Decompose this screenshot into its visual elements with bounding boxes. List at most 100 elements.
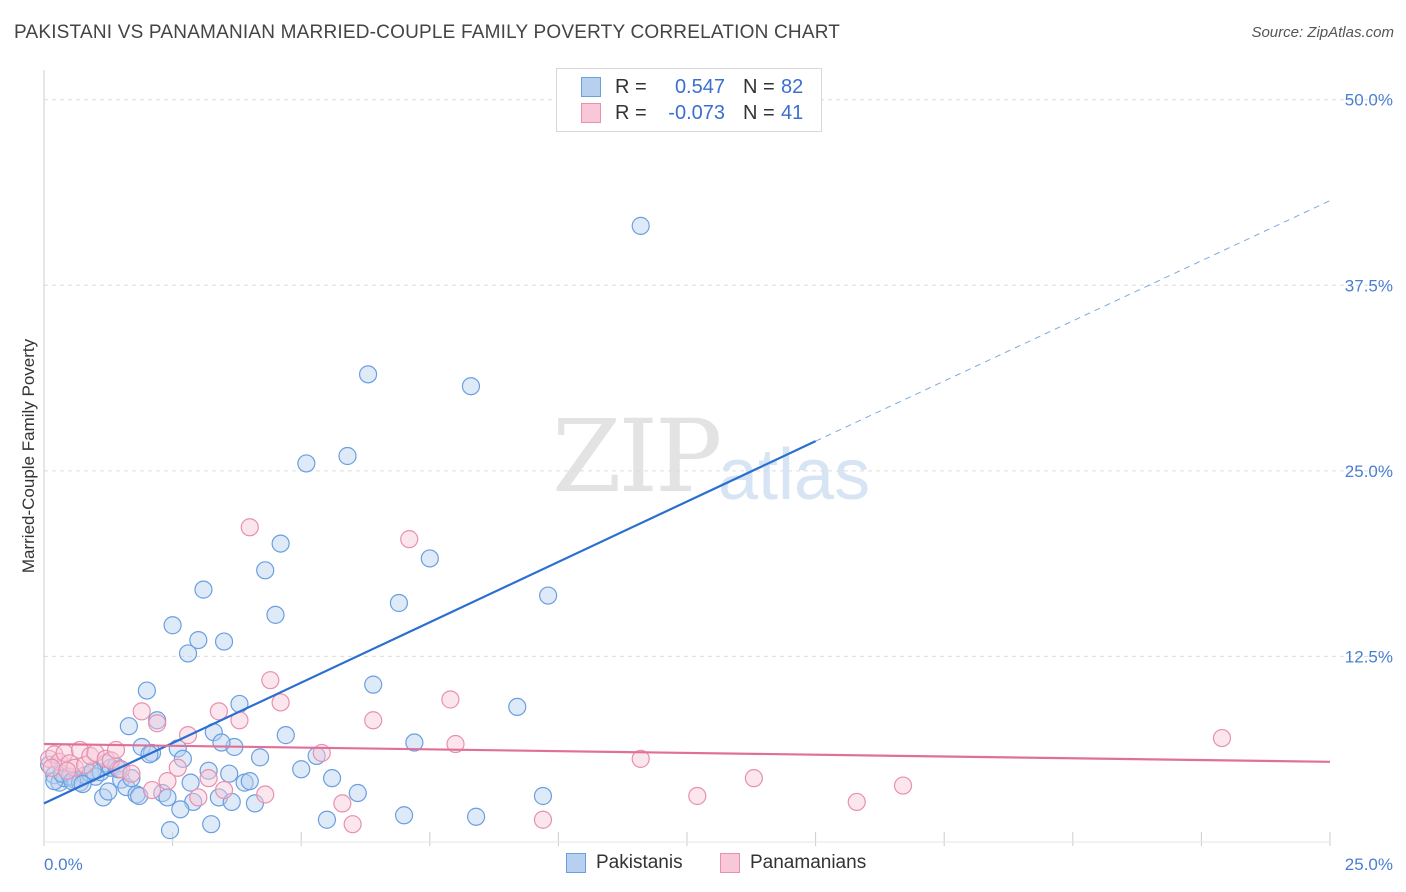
pakistani-point: [45, 772, 64, 791]
x-tick-label: 25.0%: [1345, 855, 1393, 874]
pakistani-point: [348, 783, 367, 803]
pakistani-trend-line: [43, 440, 817, 805]
panamanian-point: [343, 815, 362, 834]
panamanian-point: [333, 794, 352, 813]
panamanian-trend-line: [43, 742, 1331, 763]
pakistani-point: [94, 788, 113, 807]
pakistani-point: [181, 773, 200, 792]
stats-legend: R = 0.547 N = 82 R = -0.073 N = 41: [556, 68, 822, 132]
pakistani-point: [178, 644, 198, 663]
legend-label-panamanians: Panamanians: [750, 852, 867, 873]
panamanian-point: [744, 769, 763, 788]
pakistani-point: [173, 749, 192, 768]
panamanian-point: [533, 810, 553, 829]
panamanian-point: [199, 769, 218, 788]
pakistani-point: [297, 454, 316, 473]
pakistani-point: [202, 815, 221, 834]
pakistani-point: [250, 748, 270, 767]
panamanian-point: [256, 785, 275, 804]
pakistani-point: [338, 446, 357, 466]
panamanian-point: [81, 746, 100, 765]
pakistani-point: [271, 534, 290, 553]
y-tick-label: 25.0%: [1345, 462, 1393, 481]
y-tick-label: 50.0%: [1345, 91, 1393, 110]
series-legend: Pakistanis Panamanians: [0, 852, 1406, 876]
panamanian-point: [142, 780, 162, 800]
pakistani-point: [132, 737, 151, 757]
pakistani-point: [394, 806, 414, 825]
pakistani-point: [99, 782, 118, 801]
legend-n-label: N =: [743, 75, 775, 98]
pakistani-point: [466, 807, 486, 826]
legend-row-panamanians: R = -0.073 N = 41: [581, 100, 803, 126]
pakistani-point: [317, 810, 337, 829]
panamanian-point: [42, 758, 61, 777]
legend-swatch-panamanians: [581, 103, 601, 123]
legend-label-pakistanis: Pakistanis: [596, 852, 683, 873]
y-axis-label: Married-Couple Family Poverty: [19, 338, 38, 573]
panamanian-point: [364, 711, 383, 730]
panamanian-point: [148, 714, 167, 733]
pakistani-point: [322, 769, 342, 788]
watermark-zip: ZIP: [552, 398, 722, 515]
pakistani-point: [420, 549, 439, 568]
legend-n-value: 82: [781, 75, 804, 98]
pakistani-point: [160, 821, 180, 840]
y-tick-label: 12.5%: [1345, 647, 1393, 666]
panamanian-point: [446, 734, 465, 754]
pakistani-point: [119, 717, 138, 736]
y-tick-label: 37.5%: [1345, 276, 1393, 295]
panamanian-point: [214, 780, 234, 800]
panamanian-point: [847, 792, 866, 812]
legend-swatch-pakistanis: [581, 77, 601, 97]
source-label: Source: ZipAtlas.com: [1251, 24, 1394, 41]
pakistani-point: [240, 772, 259, 791]
pakistani-point: [405, 733, 424, 752]
pakistani-point: [214, 632, 234, 651]
pakistani-point: [276, 726, 295, 745]
panamanian-point: [132, 702, 151, 721]
pakistani-trend-extension: [815, 200, 1331, 442]
legend-r-value: 0.547: [674, 75, 725, 98]
legend-r-label: R =: [615, 101, 647, 124]
pakistani-point: [256, 561, 275, 580]
legend-r-label: R =: [615, 75, 647, 98]
pakistani-point: [292, 760, 311, 779]
legend-item-panamanians[interactable]: Panamanians: [720, 852, 866, 874]
panamanian-point: [76, 755, 95, 774]
pakistani-point: [539, 586, 558, 605]
pakistani-point: [171, 800, 190, 819]
pakistani-point: [358, 365, 378, 384]
panamanian-point: [122, 764, 141, 783]
pakistani-point: [389, 593, 409, 613]
pakistani-point: [508, 697, 527, 717]
pakistani-point: [40, 755, 59, 774]
pakistani-point: [220, 764, 239, 783]
pakistani-point: [631, 216, 650, 235]
legend-swatch-panamanians: [720, 853, 740, 873]
panamanian-point: [631, 749, 650, 768]
legend-swatch-pakistanis: [566, 853, 586, 873]
panamanian-point: [168, 758, 187, 777]
panamanian-point: [271, 693, 290, 712]
panamanian-point: [893, 776, 913, 795]
legend-n-value: 41: [781, 101, 804, 124]
pakistani-point: [533, 786, 553, 806]
pakistani-point: [158, 788, 177, 807]
pakistani-point: [189, 630, 208, 650]
panamanian-point: [400, 530, 419, 549]
legend-r-value: -0.073: [668, 101, 725, 124]
panamanian-point: [441, 690, 460, 709]
legend-n-label: N =: [743, 101, 775, 124]
panamanian-point: [1212, 728, 1232, 748]
panamanian-point: [688, 786, 707, 806]
panamanian-point: [261, 671, 280, 690]
pakistani-point: [364, 675, 383, 694]
pakistani-point: [163, 616, 182, 635]
panamanian-point: [240, 518, 259, 537]
legend-item-pakistanis[interactable]: Pakistanis: [566, 852, 683, 874]
pakistani-point: [266, 605, 285, 624]
panamanian-point: [189, 788, 208, 807]
panamanian-point: [209, 702, 228, 721]
